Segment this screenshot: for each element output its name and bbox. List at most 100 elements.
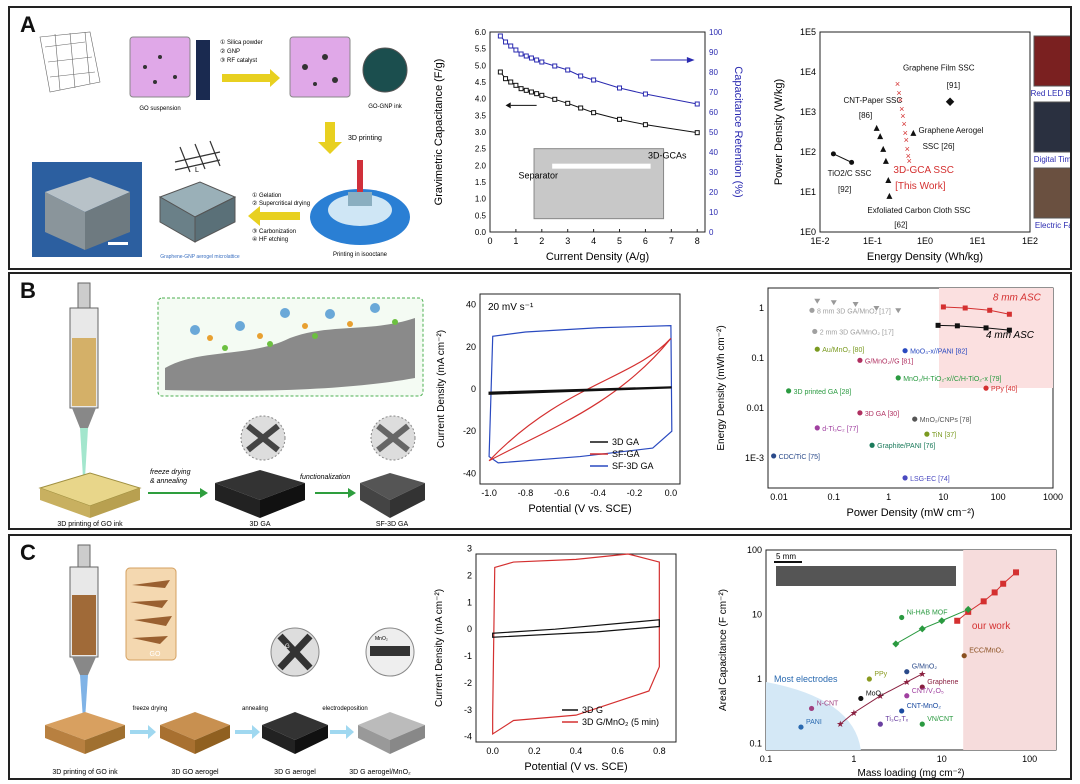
x-tick-label: 10 [937, 754, 947, 764]
sfga-block [360, 415, 425, 518]
y-tick-label: 20 [466, 342, 476, 352]
capacitance-point [539, 92, 545, 98]
ref-point [919, 721, 925, 727]
gca-ref: [This Work] [895, 181, 946, 192]
y-tick-label: 4.0 [475, 95, 487, 104]
demo-label: Digital Timer [1034, 155, 1070, 164]
asc4-line [938, 324, 1010, 331]
x-tick-label: 0.1 [828, 492, 841, 502]
y2-tick-label: 90 [709, 48, 718, 57]
demo-photo [1033, 35, 1070, 87]
y-tick-label: 0.0 [475, 228, 487, 237]
inset-photo [533, 148, 665, 220]
demo-label: Red LED Bulb [1031, 89, 1070, 98]
y2-tick-label: 10 [709, 208, 718, 217]
cnt-cloth-point [873, 124, 880, 131]
ref-label: G/MnO₂ [912, 664, 938, 671]
x-tick-label: 1000 [1043, 492, 1063, 502]
x-tick-label: 1E1 [969, 236, 985, 246]
asc8-line [943, 306, 1010, 315]
x-tick-label: 1 [851, 754, 856, 764]
scan-rate-label: 20 mV s⁻¹ [488, 302, 534, 313]
ref-label: CDC/TiC [75] [779, 454, 820, 461]
y-tick-label: 6.0 [475, 28, 487, 37]
gamno2-point [830, 300, 837, 306]
cloth-label: Exfoliated Carbon Cloth SSC [867, 206, 970, 215]
legend-label: 3D G/MnO₂ (5 min) [582, 717, 659, 727]
graphene-point: ★ [836, 719, 844, 729]
x-tick-label: 100 [1022, 754, 1037, 764]
arrow-left-icon [248, 206, 300, 226]
ref-label: VN/CNT [927, 716, 954, 723]
sample-photo-strip [776, 566, 956, 586]
panel-b: B 3D printing of GO ink freeze drying & … [8, 272, 1072, 530]
tio2-line [833, 153, 852, 163]
retention-point [513, 47, 519, 53]
gca-point: × [898, 95, 903, 105]
y-tick-label: 1 [467, 597, 472, 607]
g-aerogel-label: 3D G aerogel [274, 769, 316, 776]
y-tick-label: 10 [752, 610, 762, 620]
retention-point [565, 67, 571, 73]
most-electrodes-region [766, 681, 861, 750]
highlight-region [939, 288, 1053, 388]
x-axis-label: Potential (V vs. SCE) [528, 503, 631, 515]
x-tick-label: 8 [695, 236, 700, 246]
x-tick-label: 10 [938, 492, 948, 502]
y-tick-label: 40 [466, 300, 476, 310]
y-axis-label: Power Density (W/kg) [773, 79, 785, 185]
capacitance-point [552, 96, 558, 102]
retention-point [617, 85, 623, 91]
ref-label: 3D GA [30] [865, 411, 899, 418]
capacitance-point [642, 122, 648, 128]
graphene-point: ★ [876, 691, 884, 701]
sf-3dga-curve [488, 325, 673, 464]
y-tick-label: 2.5 [475, 145, 487, 154]
x-tick-label: 1 [886, 492, 891, 502]
ga-block [215, 415, 305, 518]
x-tick-label: 0.0 [486, 746, 499, 756]
x-axis-label: Potential (V vs. SCE) [524, 761, 627, 773]
x-tick-label: 6 [643, 236, 648, 246]
ref-point [798, 724, 804, 730]
vial-photo [196, 40, 210, 100]
y2-tick-label: 20 [709, 188, 718, 197]
tio2-label: TiO2/C SSC [828, 169, 872, 178]
y-tick-label: 0 [471, 384, 476, 394]
cnt-cloth-point [880, 145, 887, 152]
cv-chart-b: -1.0 -0.8 -0.6 -0.4 -0.2 0.0 -40 -20 0 20 40 Potent… [436, 293, 681, 515]
ref-point [919, 684, 925, 690]
y-tick-label: 1E4 [800, 67, 816, 77]
separator-layer [552, 163, 651, 169]
retention-point [503, 39, 509, 45]
y-tick-label: 100 [747, 545, 762, 555]
y-axis-label: Current Density (mA cm⁻²) [434, 589, 445, 707]
y-tick-label: 1E5 [800, 27, 816, 37]
tio2-ref: [92] [838, 185, 851, 194]
cnt-cloth-point [886, 192, 893, 199]
asc4-point [935, 322, 941, 328]
ref-label: Graphene [927, 679, 958, 686]
aerogel-ref: SSC [26] [923, 142, 955, 151]
arrowhead [505, 102, 511, 109]
y2-tick-label: 0 [709, 228, 714, 237]
y-tick-label: 0 [467, 624, 472, 634]
printing-platform [310, 160, 410, 245]
gca-point: × [907, 156, 912, 166]
gca-point: × [905, 144, 910, 154]
freeze-label: freeze drying [150, 469, 191, 476]
ref-label: MnO₂/H-TiO₂-x//C/H-TiO₂-x [79] [903, 376, 1001, 383]
y-tick-label: 4.5 [475, 78, 487, 87]
y-tick-label: 3.5 [475, 111, 487, 120]
asc8-point [940, 304, 946, 310]
hab-point [892, 640, 900, 648]
ref-point [877, 721, 883, 727]
y-tick-label: 1E-3 [745, 453, 764, 463]
post-4: ④ HF etching [252, 236, 288, 243]
inset-gca-label: 3D-GCAs [648, 151, 687, 161]
asc8-point [1006, 311, 1012, 317]
surface-zoom [157, 297, 424, 397]
x-tick-label: 1E0 [917, 236, 933, 246]
go-sheet-illustration [39, 31, 101, 93]
capacitance-series [499, 71, 698, 134]
